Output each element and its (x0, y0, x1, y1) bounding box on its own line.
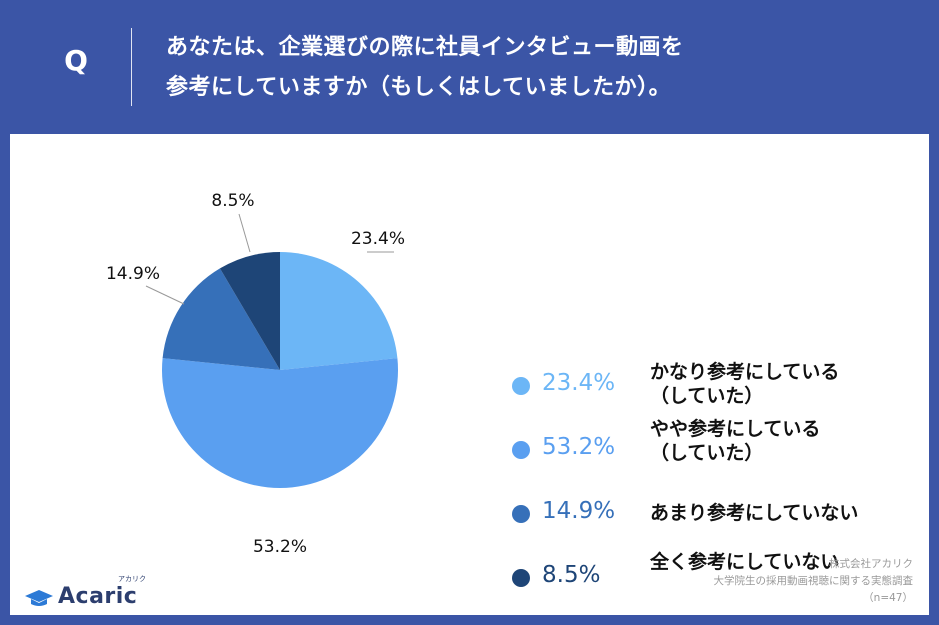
question-line-2: 参考にしていますか（もしくはしていましたか）。 (166, 75, 672, 100)
legend-label: かなり参考にしている （していた） (650, 360, 839, 408)
question-text: あなたは、企業選びの際に社員インタビュー動画を 参考にしていますか（もしくはして… (166, 28, 684, 108)
data-label: 53.2% (253, 537, 307, 557)
legend-percent: 23.4% (542, 370, 616, 396)
header: Q あなたは、企業選びの際に社員インタビュー動画を 参考にしていますか（もしくは… (0, 0, 939, 134)
leader-line (238, 213, 251, 253)
legend-percent: 53.2% (542, 434, 616, 460)
legend-label: あまり参考にしていない (650, 501, 858, 525)
legend-label: 全く参考にしていない (650, 550, 839, 574)
logo-text: Acaric (58, 584, 138, 609)
source-company: 株式会社アカリク (829, 558, 913, 570)
legend-item: 8.5% 全く参考にしていない (500, 551, 900, 598)
legend-marker (512, 569, 530, 587)
legend-item: 23.4% かなり参考にしている （していた） (500, 361, 900, 407)
logo-kana: アカリク (118, 575, 146, 583)
legend-label-line1: やや参考にしている (650, 418, 821, 440)
question-line-1: あなたは、企業選びの際に社員インタビュー動画を (166, 35, 684, 60)
legend-label: やや参考にしている （していた） (650, 417, 820, 465)
legend-item: 53.2% やや参考にしている （していた） (500, 418, 900, 470)
pie-slice (219, 252, 280, 370)
question-label: Q (64, 44, 88, 77)
data-label: 8.5% (211, 191, 254, 211)
legend-percent: 14.9% (542, 498, 616, 524)
pie-chart: 23.4% 53.2% 14.9% 8.5% (106, 191, 405, 557)
leader-line (145, 285, 185, 305)
legend-label-line2: （していた） (650, 442, 764, 464)
data-label: 14.9% (106, 264, 160, 284)
legend-label-line1: あまり参考にしていない (650, 502, 859, 524)
legend-label-line1: 全く参考にしていない (650, 551, 840, 573)
source-sample-size: （n=47） (863, 592, 913, 604)
legend-item: 14.9% あまり参考にしていない (500, 494, 900, 534)
pie-slice (280, 252, 398, 370)
graduation-cap-icon (25, 590, 53, 606)
data-label: 23.4% (351, 229, 405, 249)
legend-marker (512, 377, 530, 395)
legend-marker (512, 505, 530, 523)
legend-marker (512, 441, 530, 459)
legend-percent: 8.5% (542, 562, 601, 588)
legend-label-line1: かなり参考にしている (650, 361, 840, 383)
header-divider (131, 28, 132, 106)
chart-panel: 23.4% 53.2% 14.9% 8.5% 23.4% かなり参考にしている （して… (10, 134, 929, 615)
source-note: 株式会社アカリク 大学院生の採用動画視聴に関する実態調査 （n=47） (714, 556, 914, 607)
source-survey: 大学院生の採用動画視聴に関する実態調査 (713, 575, 914, 587)
pie-slice (161, 358, 399, 489)
pie-slice (162, 268, 280, 370)
legend-label-line2: （していた） (650, 385, 764, 407)
